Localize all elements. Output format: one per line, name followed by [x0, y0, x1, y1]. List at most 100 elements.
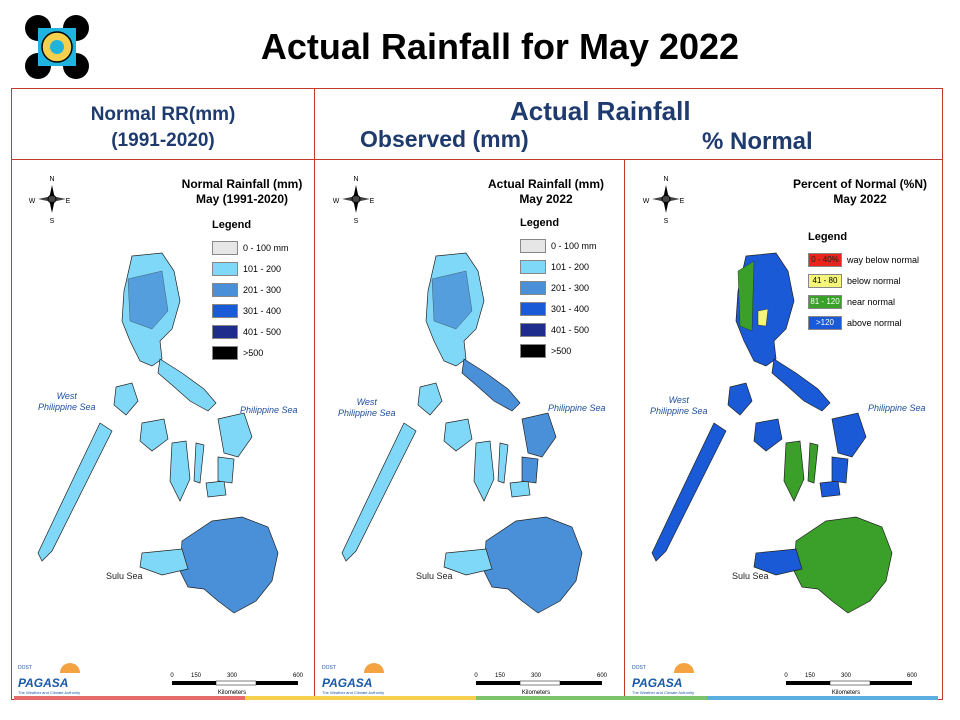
sea-label-east: Philippine Sea: [548, 403, 606, 413]
pagasa-logo: [24, 14, 90, 80]
compass-rose-icon: [38, 185, 66, 213]
island-region: [727, 382, 753, 416]
legend-swatch-0: 0 - 40%: [808, 252, 842, 267]
island-region: [139, 418, 169, 452]
island-region: [483, 516, 583, 614]
header-divider: [11, 159, 943, 160]
scale-tick-label: 300: [841, 673, 852, 679]
rainfall-zone: [757, 308, 769, 327]
compass-letter: N: [353, 176, 358, 183]
island-region: [521, 412, 557, 458]
pagasa-brand-logo: PAGASA DOST The Weather and Climate Author…: [322, 663, 384, 695]
philippines-map-percent: N S E W 0 150 300 600 Kilometers PAGASA DOST The We…: [632, 176, 918, 696]
island-region: [473, 440, 495, 502]
island-region: [793, 516, 893, 614]
island-region: [37, 422, 113, 562]
svg-text:PAGASA: PAGASA: [632, 676, 682, 690]
scale-tick-label: 300: [531, 673, 542, 679]
legend-swatch-0: [520, 238, 546, 253]
sea-label-west: West Philippine Sea: [338, 397, 396, 418]
footer-color-bars: [14, 696, 938, 700]
legend: Legend 0 - 100 mm 101 - 200 201 - 300 30…: [520, 217, 597, 358]
scale-tick-label: 600: [293, 673, 304, 679]
island-region: [783, 440, 805, 502]
legend-swatch-1: 41 - 80: [808, 273, 842, 288]
island-region: [521, 456, 539, 484]
scale-unit-label: Kilometers: [218, 690, 246, 696]
sea-label-sulu: Sulu Sea: [732, 571, 769, 581]
island-region: [509, 480, 531, 498]
svg-text:The Weather and Climate Author: The Weather and Climate Authority: [632, 690, 694, 695]
panel-percent: N S E W 0 150 300 600 Kilometers PAGASA DOST The We…: [626, 161, 932, 699]
island-region: [443, 548, 493, 576]
sea-label-west: West Philippine Sea: [650, 395, 708, 416]
scale-tick-label: 150: [191, 673, 202, 679]
scale-tick-label: 0: [784, 673, 788, 679]
island-region: [217, 412, 253, 458]
scale-bar: [172, 680, 298, 686]
legend-swatch-4: [212, 324, 238, 339]
sea-label-east: Philippine Sea: [868, 403, 926, 413]
island-region: [179, 516, 279, 614]
legend-swatch-3: [212, 303, 238, 318]
scale-tick-label: 600: [597, 673, 608, 679]
scale-tick-label: 0: [474, 673, 478, 679]
scale-tick-label: 150: [805, 673, 816, 679]
actual-header: Actual Rainfall: [510, 96, 691, 126]
pagasa-brand-logo: PAGASA DOST The Weather and Climate Author…: [632, 663, 694, 695]
sea-label-sulu: Sulu Sea: [416, 571, 453, 581]
island-region: [497, 442, 509, 484]
island-region: [113, 382, 139, 416]
legend-swatch-3: >120: [808, 315, 842, 330]
scale-bar: [786, 680, 912, 686]
svg-text:The Weather and Climate Author: The Weather and Climate Authority: [18, 690, 80, 695]
legend: Legend 0 - 100 mm 101 - 200 201 - 300 30…: [212, 219, 289, 360]
compass-letter: S: [50, 218, 55, 225]
svg-text:DOST: DOST: [322, 665, 336, 671]
panel-normal: N S E W 0 150 300 600 Kilometers PAGASA DOST The We…: [12, 161, 318, 699]
island-region: [169, 440, 191, 502]
compass-letter: W: [29, 198, 36, 205]
compass-rose-icon: [342, 185, 370, 213]
island-region: [461, 358, 521, 412]
legend: Legend 0 - 40% way below normal 41 - 80 be…: [808, 231, 920, 330]
svg-text:PAGASA: PAGASA: [18, 676, 68, 690]
compass-letter: E: [66, 198, 71, 205]
legend-swatch-0: [212, 240, 238, 255]
legend-swatch-1: [520, 259, 546, 274]
compass-letter: S: [664, 218, 669, 225]
pagasa-brand-logo: PAGASA DOST The Weather and Climate Author…: [18, 663, 80, 695]
panel-actual: N S E W 0 150 300 600 Kilometers PAGASA DOST The We…: [316, 161, 622, 699]
sea-label-east: Philippine Sea: [240, 405, 298, 415]
percent-header: % Normal: [702, 128, 813, 155]
compass-letter: N: [663, 176, 668, 183]
panel-title: Normal Rainfall (mm) May (1991-2020): [181, 177, 303, 206]
island-region: [771, 358, 831, 412]
legend-swatch-4: [520, 322, 546, 337]
observed-header: Observed (mm): [360, 126, 529, 152]
scale-tick-label: 300: [227, 673, 238, 679]
divider-2: [624, 160, 625, 700]
legend-swatch-1: [212, 261, 238, 276]
normal-header: Normal RR(mm) (1991-2020): [90, 104, 236, 151]
island-region: [139, 548, 189, 576]
legend-swatch-2: [212, 282, 238, 297]
island-region: [753, 418, 783, 452]
divider-1: [314, 88, 315, 700]
legend-swatch-2: 81 - 120: [808, 294, 842, 309]
compass-letter: S: [354, 218, 359, 225]
compass-rose-icon: [652, 185, 680, 213]
island-region: [205, 480, 227, 498]
island-region: [807, 442, 819, 484]
compass-letter: N: [49, 176, 54, 183]
rainfall-zone: [431, 270, 473, 330]
scale-unit-label: Kilometers: [832, 690, 860, 696]
compass-letter: E: [680, 198, 685, 205]
sea-label-sulu: Sulu Sea: [106, 571, 143, 581]
island-region: [819, 480, 841, 498]
island-region: [341, 422, 417, 562]
svg-text:DOST: DOST: [632, 665, 646, 671]
legend-swatch-5: [212, 345, 238, 360]
island-region: [651, 422, 727, 562]
legend-swatch-5: [520, 343, 546, 358]
